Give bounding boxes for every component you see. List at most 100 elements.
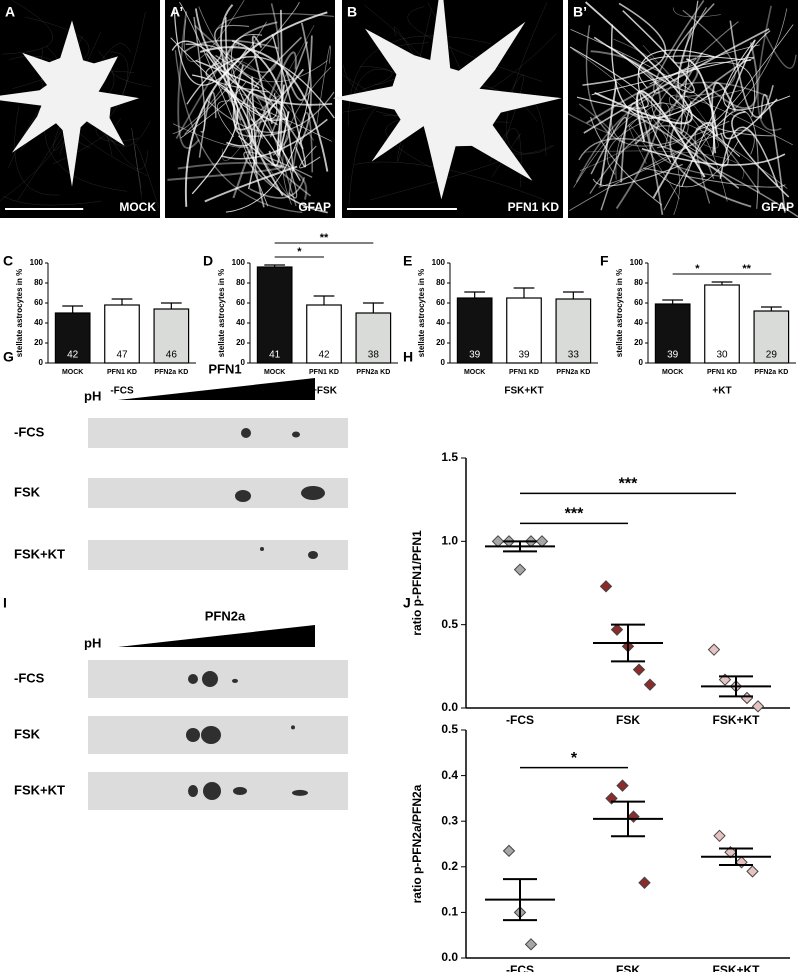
image-texture <box>407 6 543 82</box>
y-tick-label: 20 <box>634 338 643 347</box>
y-tick-label: 1.5 <box>441 450 458 464</box>
image-texture <box>621 53 689 149</box>
count-label: 39 <box>667 350 679 361</box>
image-caption: GFAP <box>298 200 331 214</box>
data-point <box>627 810 640 823</box>
y-tick-label: 0 <box>441 358 446 367</box>
image-texture <box>570 28 716 130</box>
image-texture <box>606 45 741 158</box>
micrograph: A MOCK <box>0 0 160 218</box>
image-texture <box>251 76 258 164</box>
blot-row-label: FSK+KT <box>14 546 65 561</box>
micrograph: A’ GFAP <box>165 0 335 218</box>
y-tick-label: 0 <box>639 358 644 367</box>
bar <box>256 266 293 364</box>
image-texture <box>669 59 752 208</box>
x-tick-label: MOCK <box>62 369 83 376</box>
image-texture <box>591 56 755 96</box>
image-texture <box>652 122 715 199</box>
bar <box>506 297 542 364</box>
image-texture <box>572 48 681 215</box>
image-texture <box>642 44 719 149</box>
data-point <box>524 938 538 951</box>
data-point <box>491 535 505 548</box>
data-point <box>751 700 765 713</box>
x-tick-label: PFN2a KD <box>754 369 788 376</box>
bar <box>654 303 691 364</box>
image-texture <box>719 126 779 187</box>
panel-letter: B <box>347 4 357 20</box>
count-label: 41 <box>269 350 281 361</box>
image-texture <box>205 53 253 147</box>
image-caption: GFAP <box>761 200 794 214</box>
image-texture <box>247 102 294 190</box>
y-tick-label: 80 <box>634 278 643 287</box>
count-label: 30 <box>716 350 728 361</box>
image-texture <box>249 177 306 199</box>
image-texture <box>215 55 289 121</box>
image-texture <box>615 115 788 189</box>
significance-label: * <box>695 263 700 275</box>
x-tick-label: PFN2a KD <box>556 369 590 376</box>
y-axis-label: ratio p-PFN2a/PFN2a <box>410 784 424 903</box>
y-tick-label: 60 <box>34 298 43 307</box>
panel-letter: F <box>600 253 609 269</box>
bar <box>753 310 790 364</box>
significance-label: ** <box>320 232 329 244</box>
bar <box>54 312 91 364</box>
x-tick-label: MOCK <box>464 369 485 376</box>
image-texture <box>592 163 683 187</box>
image-texture <box>709 24 794 124</box>
blot-spot <box>292 789 308 796</box>
y-tick-label: 0.0 <box>441 700 458 714</box>
panel-letter: A <box>5 4 15 20</box>
image-texture <box>567 103 613 134</box>
cell <box>332 0 562 200</box>
data-point <box>638 876 651 889</box>
image-texture <box>569 129 755 211</box>
image-texture <box>593 10 695 94</box>
image-texture <box>582 2 667 86</box>
image-texture <box>231 33 263 139</box>
blot-spot <box>241 428 251 438</box>
panel-letter: C <box>3 253 13 269</box>
image-texture <box>233 36 302 138</box>
significance: *** <box>520 506 628 525</box>
chart: E 0 20 40 60 80 100 stellate astrocytes in % MOC… <box>403 253 598 397</box>
x-tick-label: PFN1 KD <box>707 369 737 376</box>
image-texture <box>610 89 730 147</box>
image-texture <box>676 27 703 89</box>
image-texture <box>359 65 393 91</box>
image-texture <box>251 35 273 124</box>
y-tick-label: 40 <box>634 318 643 327</box>
image-texture <box>282 66 332 205</box>
image-texture <box>575 81 769 183</box>
panel-letter: I <box>3 595 7 611</box>
image-texture <box>131 127 142 198</box>
blot-strip <box>88 418 348 448</box>
y-tick-label: 100 <box>30 258 44 267</box>
image-texture <box>729 20 774 118</box>
image-texture <box>183 39 279 53</box>
y-tick-label: 0.2 <box>441 859 458 873</box>
image-texture <box>584 150 744 180</box>
image-texture <box>225 88 311 213</box>
image-texture <box>723 40 791 111</box>
chart: D 0 20 40 60 80 100 stellate astrocytes in % MOC… <box>203 232 398 397</box>
x-tick-label: FSK+KT <box>712 963 760 972</box>
bar <box>456 297 493 364</box>
y-tick-label: 0 <box>241 358 246 367</box>
count-label: 42 <box>67 350 79 361</box>
image-texture <box>649 61 756 118</box>
panel-letter: B’ <box>573 4 587 20</box>
x-tick-label: FSK <box>616 963 640 972</box>
data-point <box>707 643 721 656</box>
y-tick-label: 40 <box>436 318 445 327</box>
ph-label: pH <box>84 635 101 650</box>
y-tick-label: 40 <box>236 318 245 327</box>
image-texture <box>285 35 313 101</box>
image-texture <box>134 143 160 209</box>
chart: F 0 20 40 60 80 100 stellate astrocytes in % MOC… <box>600 253 796 397</box>
blot-spot <box>233 787 247 795</box>
data-point <box>740 691 754 705</box>
